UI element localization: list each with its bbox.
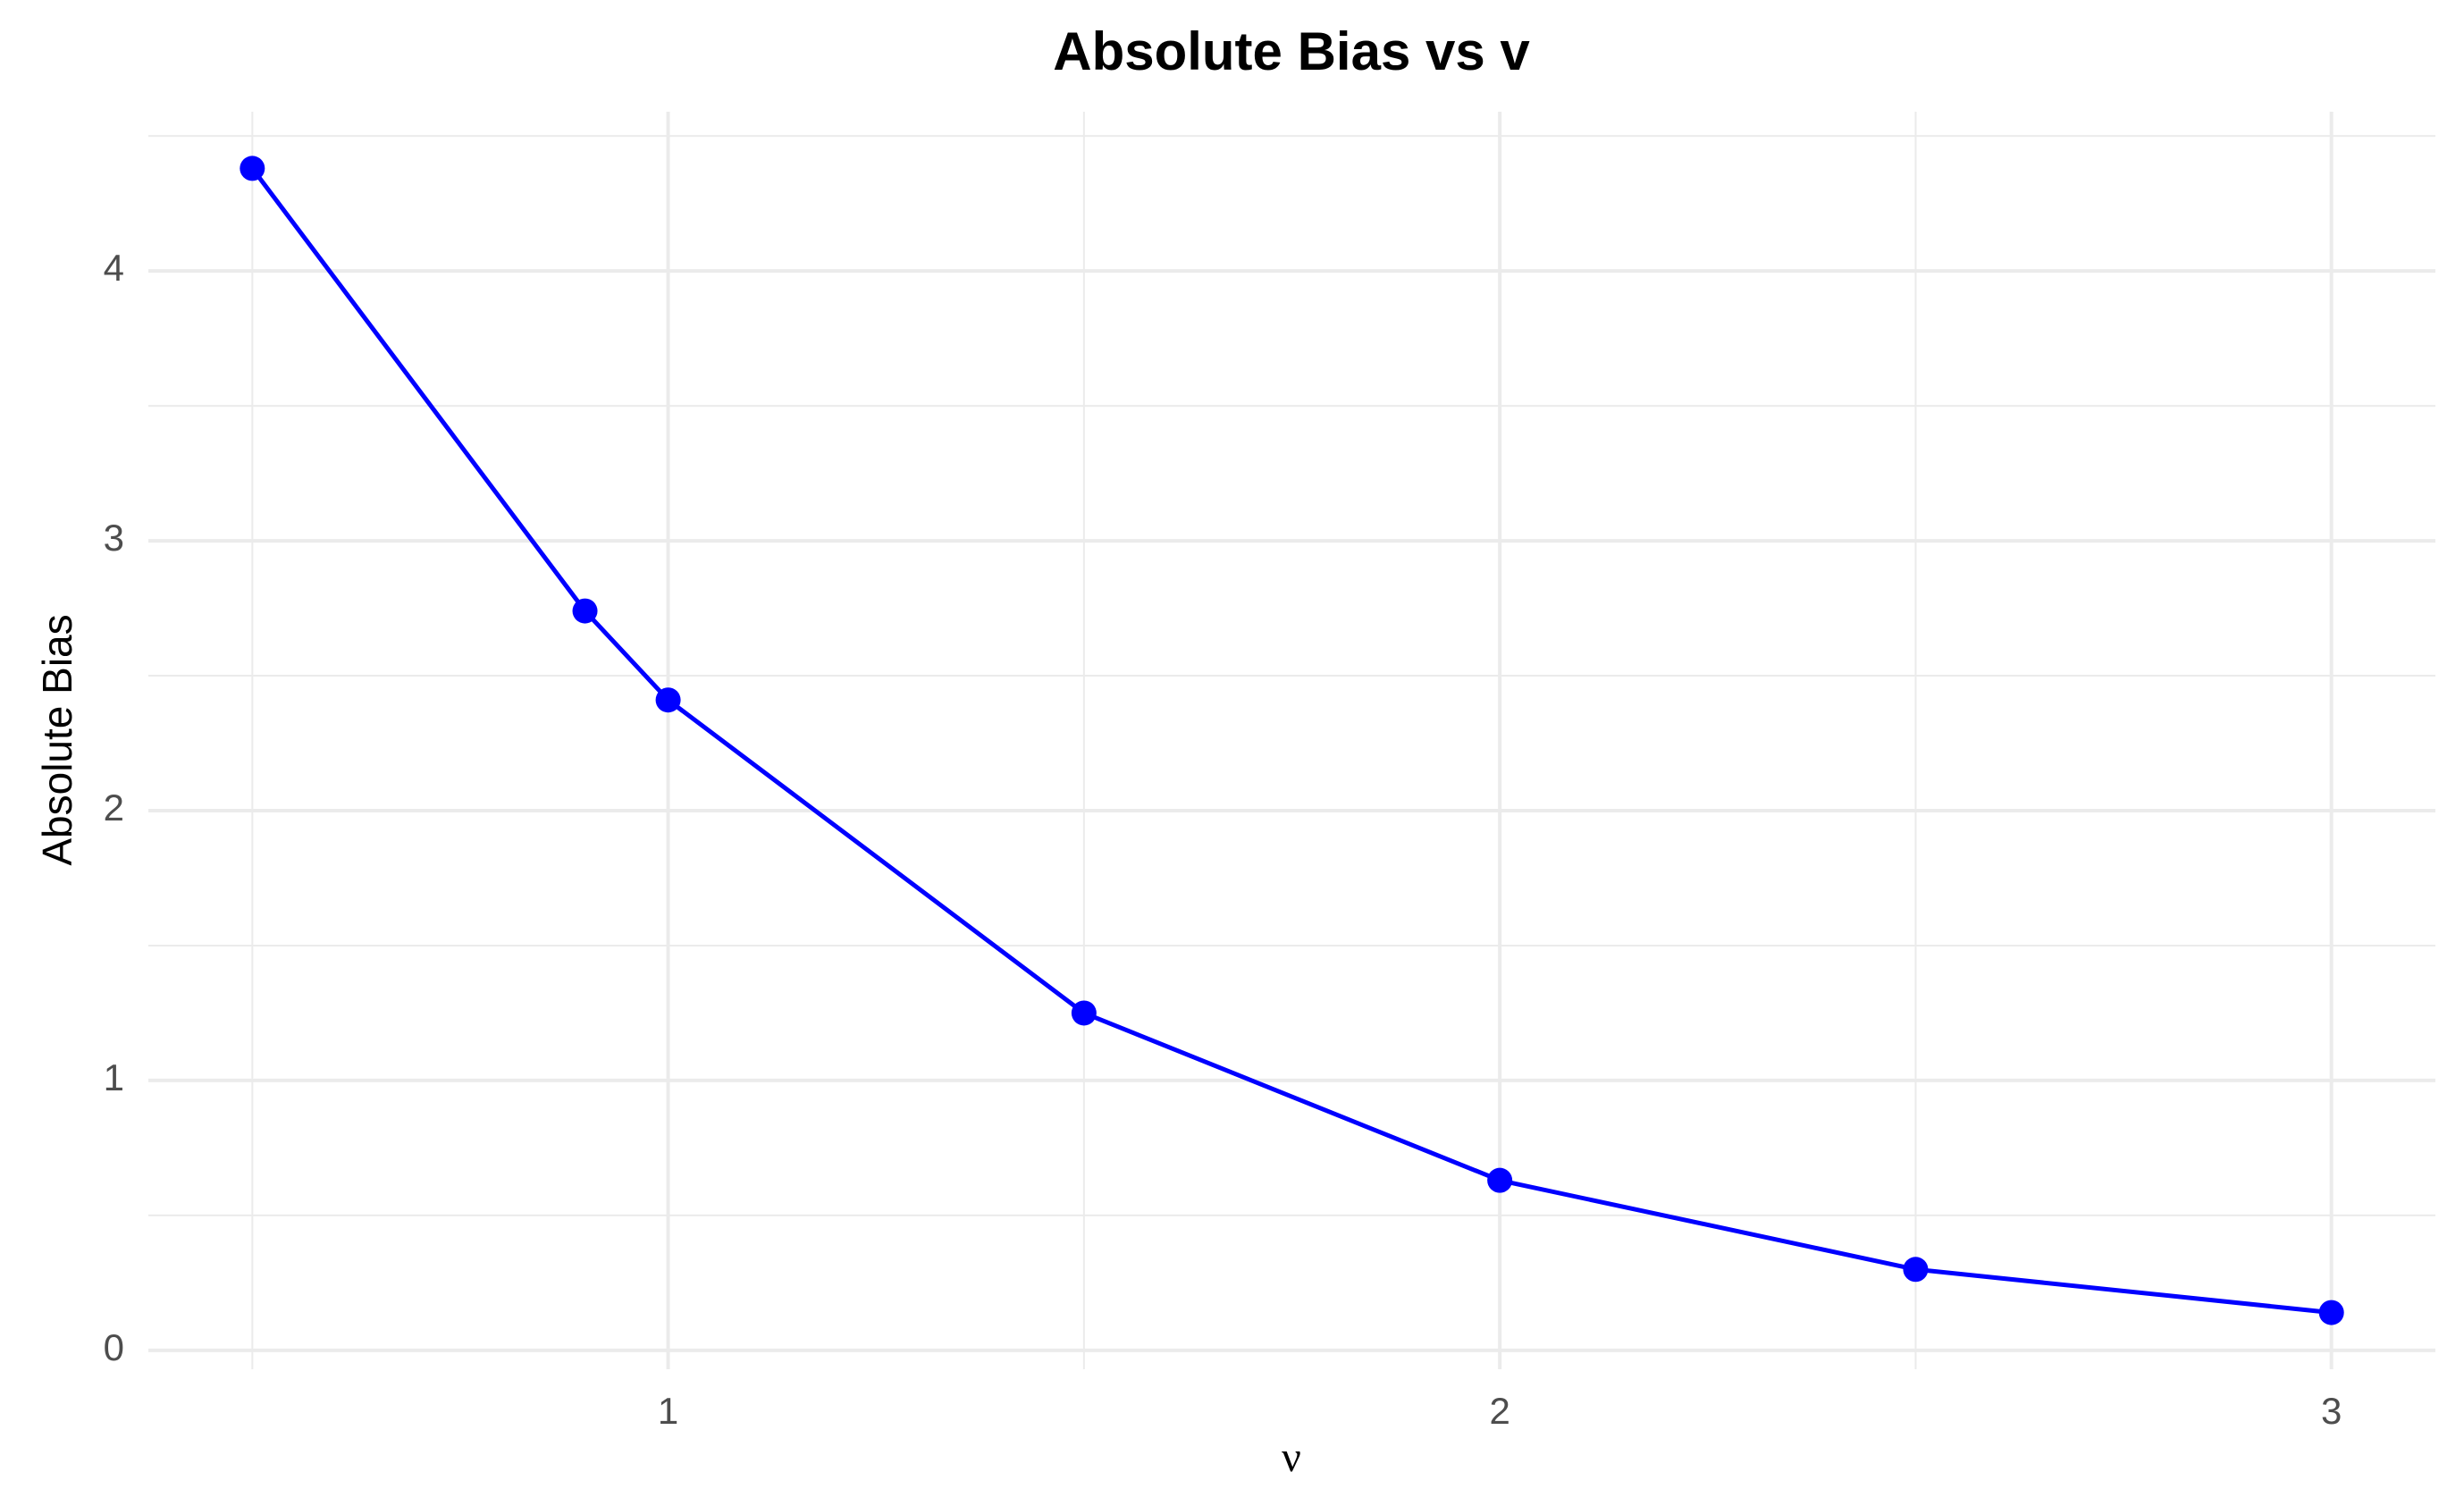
x-tick-label: 2 [1489,1390,1510,1432]
point [1903,1257,1929,1283]
point [2318,1300,2344,1325]
point [572,598,598,624]
y-axis-title: Absolute Bias [34,614,80,865]
x-tick-label: 1 [658,1390,678,1432]
x-axis-title: ν [1282,1434,1301,1481]
y-tick-label: 1 [104,1056,124,1098]
point [1071,1000,1097,1026]
y-tick-label: 2 [104,787,124,829]
point [1487,1167,1513,1193]
y-tick-label: 0 [104,1326,124,1368]
point [655,687,681,713]
y-tick-label: 3 [104,517,124,559]
grid [148,112,2435,1369]
x-tick-label: 3 [2321,1390,2342,1432]
line [250,166,2332,1316]
point [240,156,265,181]
y-tick-label: 4 [104,247,124,289]
chart-title: Absolute Bias vs v [1053,21,1530,81]
